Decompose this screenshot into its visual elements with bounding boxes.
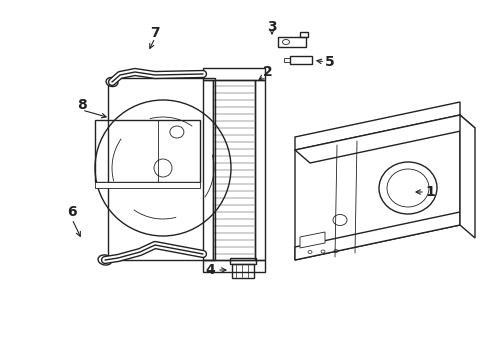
- Polygon shape: [95, 182, 200, 188]
- Polygon shape: [460, 115, 475, 238]
- Text: 7: 7: [150, 26, 160, 40]
- Text: 8: 8: [77, 98, 87, 112]
- Polygon shape: [300, 232, 325, 248]
- Ellipse shape: [98, 255, 112, 265]
- Text: 5: 5: [325, 55, 335, 69]
- Polygon shape: [295, 102, 460, 150]
- Text: 3: 3: [267, 20, 277, 34]
- Text: 2: 2: [263, 65, 273, 79]
- Ellipse shape: [106, 77, 118, 86]
- Text: 1: 1: [425, 185, 435, 199]
- Polygon shape: [295, 115, 475, 163]
- Polygon shape: [295, 115, 460, 260]
- Text: 6: 6: [67, 205, 77, 219]
- Polygon shape: [295, 212, 460, 260]
- Text: 4: 4: [205, 263, 215, 277]
